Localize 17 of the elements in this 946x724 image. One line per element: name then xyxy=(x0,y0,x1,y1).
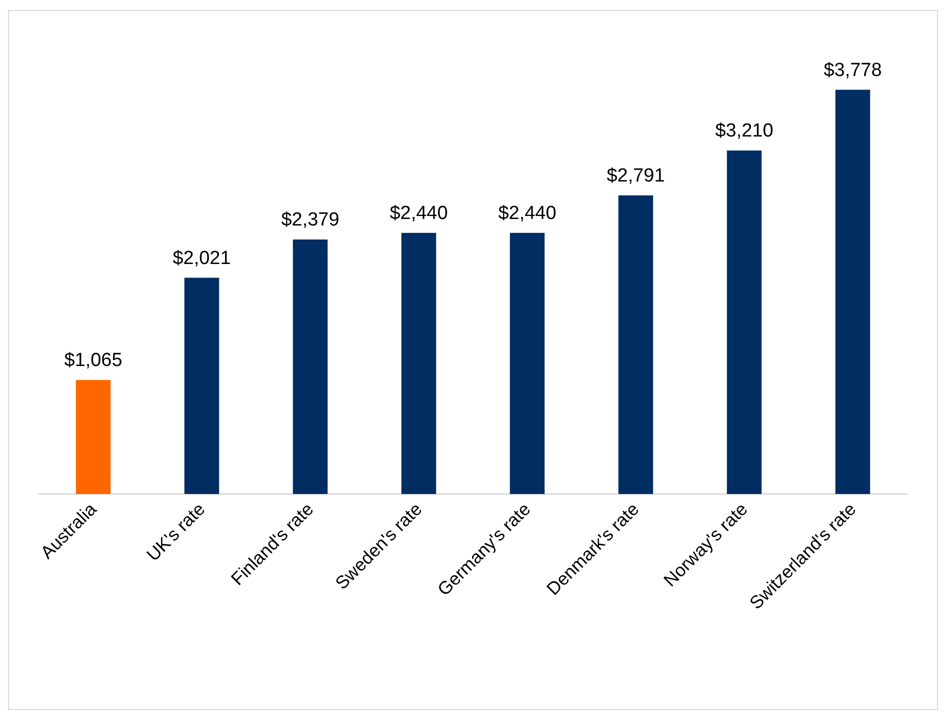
x-tick-label: UK's rate xyxy=(142,498,209,565)
data-label: $2,379 xyxy=(281,209,340,230)
bar xyxy=(184,278,220,494)
bar xyxy=(618,195,654,494)
data-label: $2,791 xyxy=(606,165,665,186)
data-label: $2,440 xyxy=(390,202,448,224)
bar xyxy=(401,232,436,494)
bar xyxy=(76,380,111,494)
data-label: $3,210 xyxy=(715,120,774,142)
data-label: $2,440 xyxy=(498,202,556,224)
bar xyxy=(510,232,545,494)
bar xyxy=(292,239,328,494)
bar xyxy=(835,90,870,494)
bar xyxy=(726,150,762,494)
data-label: $1,065 xyxy=(64,350,122,372)
data-label: $3,778 xyxy=(824,60,882,81)
data-label: $2,021 xyxy=(172,248,231,269)
